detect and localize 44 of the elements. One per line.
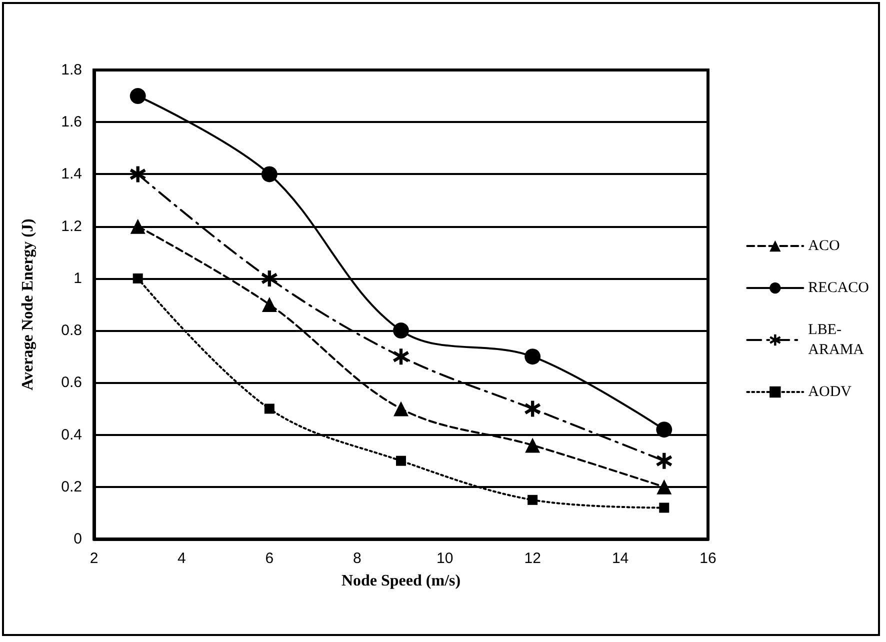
y-axis-title: Average Node Energy (J) [20, 218, 36, 390]
point [394, 401, 408, 416]
y-tick-label: 1.4 [61, 166, 82, 183]
x-tick-label: 10 [436, 550, 454, 567]
y-tick-label: 1.8 [61, 62, 82, 78]
legend-label: LBE- ARAMA [808, 322, 864, 358]
legend-label: ACO [808, 238, 840, 254]
x-tick-label: 14 [612, 550, 629, 567]
point [130, 166, 146, 182]
x-tick-label: 12 [524, 550, 541, 567]
point [393, 348, 409, 365]
point [528, 494, 538, 505]
y-tick-label: 1.2 [61, 218, 82, 235]
y-tick-label: 1 [74, 270, 82, 287]
point [396, 456, 406, 466]
x-tick-label: 4 [178, 550, 186, 567]
x-tick-label: 2 [90, 550, 98, 567]
point [393, 322, 409, 339]
point [656, 479, 672, 494]
legend-label: RECACO [808, 280, 870, 296]
y-tick-label: 0.4 [61, 426, 82, 444]
x-tick-label: 6 [265, 550, 274, 567]
point [659, 502, 670, 513]
x-tick-label: 8 [352, 550, 362, 567]
y-tick-label: 0 [74, 530, 82, 548]
x-tick-label: 16 [700, 550, 716, 567]
point [130, 218, 146, 234]
point [524, 348, 541, 365]
point [524, 400, 541, 417]
point [261, 270, 278, 286]
point [656, 422, 672, 438]
x-axis-title: Node Speed (m/s) [341, 572, 461, 590]
point [525, 438, 540, 453]
point [262, 297, 277, 312]
point [132, 273, 143, 284]
y-tick-label: 0.2 [61, 478, 82, 496]
legend-label: AODV [808, 384, 852, 400]
y-tick-label: 0.8 [61, 322, 82, 340]
point [261, 166, 278, 182]
y-tick-label: 0.6 [61, 374, 82, 392]
point [264, 404, 274, 414]
point [130, 88, 146, 104]
y-tick-label: 1.6 [61, 114, 82, 131]
point [656, 452, 672, 469]
